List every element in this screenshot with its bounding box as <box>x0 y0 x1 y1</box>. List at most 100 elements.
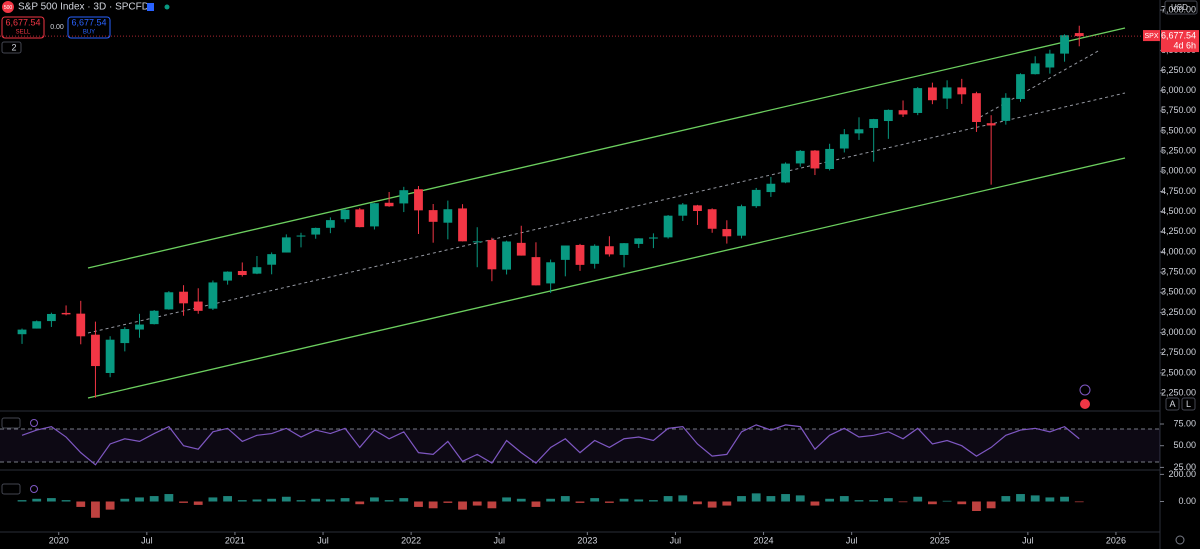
buy-button[interactable] <box>67 16 111 39</box>
x-tick-label: 2022 <box>401 535 421 545</box>
y-tick-label: 25.00 <box>1173 462 1196 472</box>
x-tick-label: 2025 <box>930 535 950 545</box>
candle-body <box>252 267 262 274</box>
logo <box>2 1 14 13</box>
macd-histogram-bar <box>516 498 526 502</box>
candle-body <box>340 209 350 220</box>
sell-price: 6,677.54 <box>5 17 40 27</box>
candle-body <box>516 242 526 256</box>
candle-body <box>1045 53 1055 68</box>
y-tick-label: 75.00 <box>1173 418 1196 428</box>
macd-histogram-bar <box>17 500 27 502</box>
candle-body <box>414 189 423 211</box>
candle-body <box>854 129 864 134</box>
macd-histogram-bar <box>766 496 776 502</box>
candle-body <box>1074 33 1084 37</box>
macd-histogram-bar <box>1060 496 1069 502</box>
event-icon[interactable] <box>1080 399 1090 409</box>
y-tick-label: 4,000.00 <box>1161 246 1196 256</box>
candle-body <box>810 150 820 169</box>
macd-histogram-bar <box>972 501 981 511</box>
macd-histogram-bar <box>663 496 673 502</box>
macd-histogram-bar <box>1016 494 1025 502</box>
channel-lower <box>87 157 1126 399</box>
macd-histogram-bar <box>575 501 585 503</box>
rsi-toggle[interactable] <box>1 417 21 429</box>
candle-body <box>458 208 467 242</box>
candle-body <box>164 292 174 310</box>
macd-histogram-bar <box>311 498 321 502</box>
indicator-count: 2 <box>11 42 16 52</box>
candle-body <box>223 271 232 281</box>
auto-scale: A <box>1169 399 1175 409</box>
macd-histogram-bar <box>781 494 790 502</box>
sell-button[interactable] <box>1 16 45 39</box>
currency-button[interactable] <box>1164 0 1198 15</box>
candle-body <box>634 238 644 244</box>
y-tick-label: 5,750.00 <box>1161 105 1196 115</box>
candle-body <box>296 235 306 237</box>
candle-body <box>355 209 365 228</box>
settings-icon[interactable] <box>1175 535 1185 545</box>
macd-histogram-bar <box>149 496 159 502</box>
buy-price: 6,677.54 <box>71 17 106 27</box>
macd-histogram-bar <box>135 497 144 502</box>
log-button[interactable] <box>1181 397 1196 411</box>
candle-body <box>795 150 805 164</box>
macd-histogram-bar <box>472 501 482 506</box>
rsi-line <box>21 424 1080 466</box>
candle-body <box>91 334 100 367</box>
candle-body <box>913 88 923 113</box>
macd-histogram-bar <box>281 496 291 502</box>
y-tick-label: 3,500.00 <box>1161 287 1196 297</box>
sell-label: SELL <box>16 30 31 36</box>
y-tick-label: 4,250.00 <box>1161 226 1196 236</box>
candle-body <box>1060 35 1069 54</box>
macd-histogram-bar <box>898 501 908 503</box>
macd-histogram-bar <box>458 501 467 510</box>
candle-body <box>693 205 702 212</box>
candle-body <box>46 313 56 322</box>
x-tick-label: Jul <box>141 535 153 545</box>
event-icon[interactable] <box>1079 384 1091 396</box>
symbol-title: S&P 500 Index · 3D · SPCFD <box>18 2 149 13</box>
macd-histogram-bar <box>883 498 893 502</box>
macd-histogram-bar <box>678 495 688 502</box>
x-tick-label: Jul <box>846 535 858 545</box>
x-tick-label: Jul <box>670 535 682 545</box>
candle-body <box>604 246 614 255</box>
candle-body <box>531 257 541 286</box>
auto-button[interactable] <box>1165 397 1180 411</box>
candle-body <box>707 209 717 229</box>
candle-body <box>883 109 893 122</box>
macd-histogram-bar <box>1045 497 1055 502</box>
indicator-toggle[interactable] <box>1 41 22 54</box>
macd-histogram-bar <box>193 501 203 505</box>
macd-toggle[interactable] <box>1 483 21 495</box>
candle-body <box>1016 74 1025 100</box>
candle-body <box>1030 63 1040 75</box>
candle-body <box>105 339 115 373</box>
y-tick-label: 200.00 <box>1168 469 1196 479</box>
candle-body <box>560 245 570 260</box>
candle-body <box>663 215 673 238</box>
macd-histogram-bar <box>340 498 350 502</box>
symbol-tag-box <box>1143 30 1160 42</box>
macd-histogram-bar <box>869 500 879 502</box>
y-tick-label: 0.00 <box>1178 496 1196 506</box>
macd-histogram-bar <box>560 496 570 502</box>
macd-histogram-bar <box>825 498 835 502</box>
macd-histogram-bar <box>325 499 335 502</box>
candle-body <box>972 93 981 122</box>
macd-histogram-bar <box>61 500 71 502</box>
candle-body <box>546 262 556 284</box>
macd-histogram-bar <box>928 501 937 505</box>
macd-histogram-bar <box>546 498 556 502</box>
macd-histogram-bar <box>384 500 394 502</box>
channel-median <box>87 92 1126 334</box>
last-price-box <box>1161 30 1199 53</box>
candle-body <box>781 163 790 183</box>
macd-histogram-bar <box>399 498 409 502</box>
x-tick-label: 2026 <box>1106 535 1126 545</box>
macd-histogram-bar <box>604 501 614 503</box>
